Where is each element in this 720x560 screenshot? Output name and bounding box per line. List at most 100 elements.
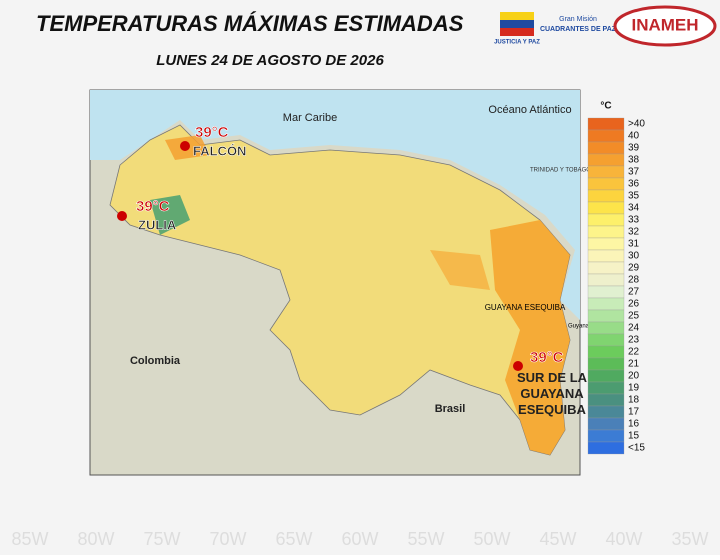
longitude-label: 40W bbox=[605, 529, 642, 549]
callout-zulia: 39°C ZULIA bbox=[117, 198, 177, 233]
legend-swatch bbox=[587, 153, 625, 167]
longitude-label: 75W bbox=[143, 529, 180, 549]
date: LUNES 24 DE AGOSTO DE 2026 bbox=[156, 52, 384, 69]
legend: >404039383736353433323130292827262524232… bbox=[587, 117, 645, 455]
legend-swatch bbox=[587, 261, 625, 275]
legend-label: 34 bbox=[628, 203, 640, 214]
legend-swatch bbox=[587, 273, 625, 287]
inameh: INAMEH bbox=[631, 15, 698, 34]
legend-swatch bbox=[587, 357, 625, 371]
legend-swatch bbox=[587, 429, 625, 443]
longitude-label: 55W bbox=[407, 529, 444, 549]
legend-label: 36 bbox=[628, 179, 640, 190]
callout-place-box: SUR DE LA GUAYANA ESEQUIBA bbox=[516, 370, 588, 417]
maracaibo bbox=[150, 195, 190, 235]
legend-label: 17 bbox=[628, 407, 640, 418]
thermometer bbox=[180, 141, 190, 151]
legend-label: 38 bbox=[628, 155, 640, 166]
legend-label: 28 bbox=[628, 275, 640, 286]
callout-temp: 39°C bbox=[530, 349, 564, 366]
callout-esequiba: 39°C SUR DE LA GUAYANA ESEQUIBA bbox=[513, 349, 588, 417]
legend-swatch bbox=[587, 417, 625, 431]
longitude-label: 35W bbox=[671, 529, 708, 549]
legend-swatch bbox=[587, 285, 625, 299]
legend-swatch bbox=[587, 369, 625, 383]
legend-label: 15 bbox=[628, 431, 640, 442]
guyana-label: Guyana bbox=[568, 324, 590, 330]
legend-label: 29 bbox=[628, 263, 640, 274]
legend-label: 33 bbox=[628, 215, 640, 226]
longitude-label: 80W bbox=[77, 529, 114, 549]
callout-temp: 39°C bbox=[195, 124, 229, 141]
legend-swatch bbox=[587, 381, 625, 395]
legend-swatch bbox=[587, 333, 625, 347]
legend-label: 30 bbox=[628, 251, 640, 262]
callout-place: SUR DE LA GUAYANA ESEQUIBA bbox=[516, 370, 588, 417]
legend-swatch bbox=[587, 321, 625, 335]
legend-label: 23 bbox=[628, 335, 640, 346]
legend-swatch bbox=[587, 441, 625, 455]
legend-swatch bbox=[587, 225, 625, 239]
longitude-label: 60W bbox=[341, 529, 378, 549]
trinidad-label: TRINIDAD Y TOBAGO bbox=[530, 168, 591, 174]
ocean-label: Océano Atlántico bbox=[488, 104, 571, 116]
callout-temp: 39°C bbox=[136, 198, 170, 215]
legend-swatch bbox=[587, 177, 625, 191]
legend-label: 21 bbox=[628, 359, 640, 370]
logos: JUSTICIA Y PAZ Gran Misión CUADRANTES DE… bbox=[494, 5, 717, 47]
legend-swatch bbox=[587, 165, 625, 179]
legend-label: 24 bbox=[628, 323, 640, 334]
sea bbox=[90, 90, 580, 320]
legend-label: <15 bbox=[628, 443, 645, 454]
thermometer bbox=[513, 361, 523, 371]
legend-swatch bbox=[587, 297, 625, 311]
legend-swatch bbox=[587, 129, 625, 143]
legend-label: >40 bbox=[628, 119, 645, 130]
longitude-label: 85W bbox=[11, 529, 48, 549]
legend-label: 19 bbox=[628, 383, 640, 394]
legend-label: 37 bbox=[628, 167, 640, 178]
longitudes: 85W 80W 75W 70W 65W 60W 55W 50W 45W 40W 35W bbox=[11, 529, 708, 549]
legend-label: 22 bbox=[628, 347, 640, 358]
legend-label: 31 bbox=[628, 239, 640, 250]
legend-swatch bbox=[587, 237, 625, 251]
legend-label: 40 bbox=[628, 131, 640, 142]
longitude-label: 45W bbox=[539, 529, 576, 549]
flag-stripe bbox=[500, 28, 534, 36]
legend-swatch bbox=[587, 189, 625, 203]
legend-swatch bbox=[587, 405, 625, 419]
legend-swatch bbox=[587, 345, 625, 359]
legend-swatch bbox=[587, 201, 625, 215]
map: Mar Caribe Océano Atlántico TRINIDAD Y T… bbox=[89, 89, 591, 476]
mision-small: Gran Misión bbox=[559, 16, 597, 23]
inameh-oval bbox=[613, 5, 717, 47]
callout-falcon: 39°C FALCÓN bbox=[180, 124, 247, 159]
title: TEMPERATURAS MÁXIMAS ESTIMADAS bbox=[36, 11, 464, 36]
callout-place: FALCÓN bbox=[193, 143, 246, 158]
legend-swatch bbox=[587, 213, 625, 227]
warm-area bbox=[430, 250, 490, 290]
legend-label: 32 bbox=[628, 227, 640, 238]
legend-swatch bbox=[587, 249, 625, 263]
flag-caption: JUSTICIA Y PAZ bbox=[494, 40, 540, 46]
flag-stripe bbox=[500, 20, 534, 28]
mision: CUADRANTES DE PAZ bbox=[540, 26, 617, 33]
legend-swatch bbox=[587, 393, 625, 407]
legend-swatch bbox=[587, 141, 625, 155]
legend-unit: °C bbox=[600, 101, 611, 112]
legend-label: 18 bbox=[628, 395, 640, 406]
esequiba-label: GUAYANA ESEQUIBA bbox=[485, 303, 566, 312]
legend-label: 20 bbox=[628, 371, 640, 382]
longitude-label: 70W bbox=[209, 529, 246, 549]
sea-label: Mar Caribe bbox=[283, 112, 337, 124]
legend-label: 26 bbox=[628, 299, 640, 310]
legend-label: 35 bbox=[628, 191, 640, 202]
esequiba-warm bbox=[490, 220, 570, 455]
legend-swatch bbox=[587, 117, 625, 131]
longitude-label: 50W bbox=[473, 529, 510, 549]
colombia-label: Colombia bbox=[130, 355, 181, 367]
legend-label: 25 bbox=[628, 311, 640, 322]
flag-stripe bbox=[500, 12, 534, 20]
